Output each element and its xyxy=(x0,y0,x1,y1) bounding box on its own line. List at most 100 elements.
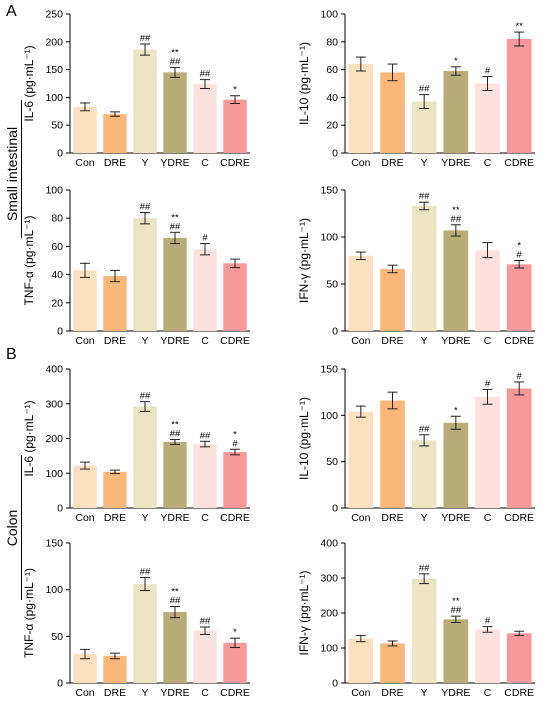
bar-c xyxy=(475,83,500,153)
x-tick-label: C xyxy=(201,687,209,699)
y-tick-label: 100 xyxy=(320,232,338,244)
bar-con xyxy=(73,465,97,508)
significance-label: * xyxy=(233,429,237,440)
y-tick-label: 150 xyxy=(320,364,338,376)
x-tick-label: Y xyxy=(141,335,148,347)
x-tick-label: DRE xyxy=(104,512,126,524)
x-tick-label: Con xyxy=(75,512,94,524)
x-tick-label: YDRE xyxy=(160,512,189,524)
bar-y xyxy=(133,406,157,508)
significance-label: ## xyxy=(419,84,430,95)
bar-con xyxy=(348,411,374,508)
bar-con xyxy=(73,654,97,683)
bar-y xyxy=(133,218,157,331)
bar-con xyxy=(348,638,374,683)
significance-label: ** xyxy=(515,21,523,32)
x-tick-label: CDRE xyxy=(220,687,250,699)
bar-con xyxy=(348,255,374,331)
x-tick-label: YDRE xyxy=(160,335,189,347)
panel-letter-b: B xyxy=(6,346,17,363)
significance-label: ## xyxy=(140,567,151,578)
bar-con xyxy=(348,64,374,153)
x-tick-label: DRE xyxy=(381,512,403,524)
x-tick-label: Con xyxy=(75,335,94,347)
bar-ydre xyxy=(163,612,187,683)
x-tick-label: YDRE xyxy=(441,157,470,169)
y-tick-label: 100 xyxy=(320,410,338,422)
y-tick-label: 150 xyxy=(320,185,338,197)
x-tick-label: Con xyxy=(351,687,370,699)
significance-label: ## xyxy=(200,430,211,441)
row-divider-small-intestinal xyxy=(21,100,22,238)
significance-label: ** xyxy=(171,586,179,597)
y-axis-label: IL-6 (pg·mL⁻¹) xyxy=(22,45,36,121)
bar-ydre xyxy=(443,230,469,331)
y-tick-label: 80 xyxy=(326,36,338,48)
significance-label: ## xyxy=(140,202,151,213)
bar-y xyxy=(133,584,157,683)
y-tick-label: 150 xyxy=(45,538,63,550)
bar-dre xyxy=(380,268,405,331)
y-tick-label: 50 xyxy=(51,631,63,643)
x-tick-label: CDRE xyxy=(504,687,534,699)
x-tick-label: C xyxy=(484,687,492,699)
x-tick-label: Con xyxy=(75,687,94,699)
y-tick-label: 250 xyxy=(45,9,63,21)
y-tick-label: 0 xyxy=(57,326,63,338)
y-tick-label: 300 xyxy=(320,573,338,585)
bar-dre xyxy=(380,400,405,508)
bar-y xyxy=(411,440,437,508)
significance-label: # xyxy=(517,250,523,261)
y-tick-label: 50 xyxy=(326,456,338,468)
significance-label: ## xyxy=(419,563,430,574)
significance-label: ## xyxy=(140,391,151,402)
y-tick-label: 80 xyxy=(51,213,63,225)
y-tick-label: 60 xyxy=(326,64,338,76)
y-tick-label: 0 xyxy=(57,503,63,515)
significance-label: ** xyxy=(171,47,179,58)
y-axis-label: IL-10 (pg·mL⁻¹) xyxy=(297,42,311,125)
x-tick-label: Con xyxy=(351,157,370,169)
significance-label: # xyxy=(517,371,523,382)
significance-label: ## xyxy=(170,595,181,606)
y-tick-label: 0 xyxy=(332,148,338,160)
bar-cdre xyxy=(223,263,247,331)
chart-6: 0 50 100 150 IL-10 (pg·mL⁻¹) Con DRE ## Y * YDRE # C… xyxy=(297,364,535,524)
bar-ydre xyxy=(163,72,187,153)
y-tick-label: 100 xyxy=(320,643,338,655)
bar-dre xyxy=(380,72,405,153)
bar-c xyxy=(475,250,500,331)
y-tick-label: 400 xyxy=(45,364,63,376)
x-tick-label: Y xyxy=(141,512,148,524)
bar-ydre xyxy=(163,441,187,508)
bar-dre xyxy=(103,471,127,508)
significance-label: * xyxy=(233,627,237,638)
x-tick-label: Y xyxy=(421,157,428,169)
x-tick-label: C xyxy=(484,157,492,169)
significance-label: ## xyxy=(170,56,181,67)
bar-c xyxy=(193,630,217,683)
y-tick-label: 60 xyxy=(51,241,63,253)
significance-label: # xyxy=(485,66,491,77)
y-tick-label: 150 xyxy=(45,64,63,76)
x-tick-label: YDRE xyxy=(441,687,470,699)
significance-label: ** xyxy=(171,420,179,431)
bar-dre xyxy=(380,643,405,683)
y-tick-label: 0 xyxy=(332,326,338,338)
y-tick-label: 400 xyxy=(320,538,338,550)
y-tick-label: 0 xyxy=(57,148,63,160)
x-tick-label: DRE xyxy=(381,335,403,347)
y-axis-label: TNF-α (pg·mL⁻¹) xyxy=(22,216,36,306)
y-tick-label: 200 xyxy=(320,608,338,620)
bar-cdre xyxy=(506,388,532,508)
x-tick-label: C xyxy=(201,512,209,524)
significance-label: * xyxy=(517,241,521,252)
bar-con xyxy=(73,270,97,331)
bar-cdre xyxy=(223,452,247,508)
significance-label: # xyxy=(485,616,491,627)
significance-label: ** xyxy=(452,205,460,216)
